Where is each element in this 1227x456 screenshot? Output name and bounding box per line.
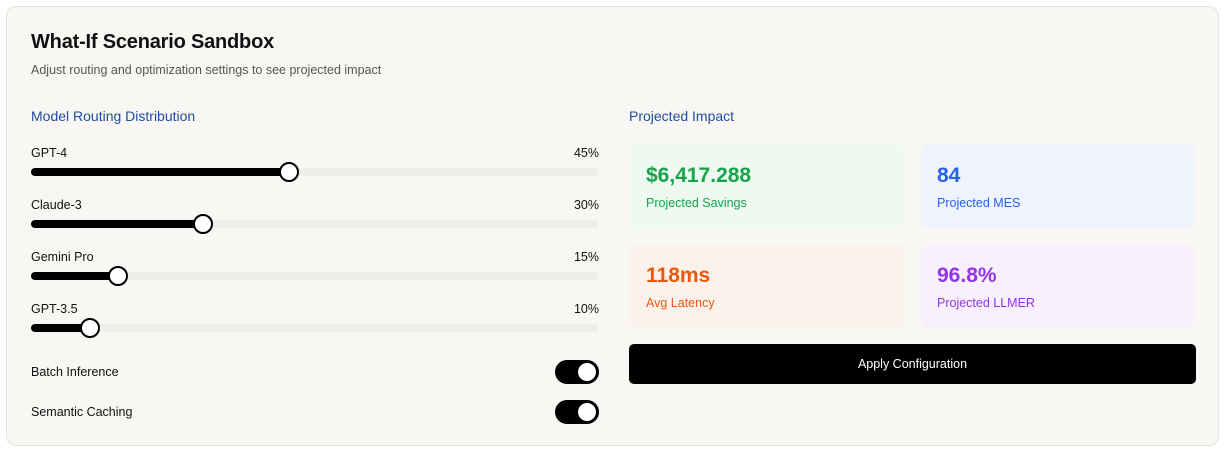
slider-label: GPT-4 bbox=[31, 146, 68, 160]
metric-label: Projected LLMER bbox=[937, 296, 1035, 310]
slider-label: Gemini Pro bbox=[31, 250, 94, 264]
gpt4-slider[interactable] bbox=[31, 162, 599, 182]
slider-row-gpt35: GPT-3.5 10% bbox=[31, 302, 599, 342]
metric-value: 84 bbox=[937, 164, 961, 187]
slider-value: 45% bbox=[573, 146, 599, 160]
toggle-knob bbox=[578, 363, 596, 381]
claude3-slider[interactable] bbox=[31, 214, 599, 234]
slider-thumb[interactable] bbox=[108, 266, 128, 286]
impact-section-title: Projected Impact bbox=[629, 108, 735, 124]
batch-inference-row: Batch Inference bbox=[31, 360, 599, 386]
slider-row-gpt4: GPT-4 45% bbox=[31, 146, 599, 186]
slider-value: 15% bbox=[573, 250, 599, 264]
scenario-sandbox-card: What-If Scenario Sandbox Adjust routing … bbox=[6, 6, 1219, 446]
gemini-pro-slider[interactable] bbox=[31, 266, 599, 286]
metric-label: Projected Savings bbox=[646, 196, 747, 210]
projected-llmer-card: 96.8% Projected LLMER bbox=[921, 244, 1195, 328]
semantic-caching-toggle[interactable] bbox=[555, 400, 599, 424]
projected-savings-card: $6,417.288 Projected Savings bbox=[630, 144, 904, 228]
slider-thumb[interactable] bbox=[279, 162, 299, 182]
slider-row-gemini-pro: Gemini Pro 15% bbox=[31, 250, 599, 290]
page-title: What-If Scenario Sandbox bbox=[31, 31, 275, 53]
batch-inference-toggle[interactable] bbox=[555, 360, 599, 384]
slider-fill bbox=[31, 168, 289, 176]
metric-label: Avg Latency bbox=[646, 296, 715, 310]
apply-configuration-button[interactable]: Apply Configuration bbox=[629, 344, 1196, 384]
toggle-label: Batch Inference bbox=[31, 365, 119, 379]
semantic-caching-row: Semantic Caching bbox=[31, 400, 599, 426]
metric-value: 118ms bbox=[646, 264, 711, 287]
gpt35-slider[interactable] bbox=[31, 318, 599, 338]
slider-label: GPT-3.5 bbox=[31, 302, 78, 316]
slider-thumb[interactable] bbox=[193, 214, 213, 234]
metric-value: 96.8% bbox=[937, 264, 997, 287]
slider-fill bbox=[31, 272, 118, 280]
slider-row-claude3: Claude-3 30% bbox=[31, 198, 599, 238]
slider-value: 30% bbox=[573, 198, 599, 212]
slider-value: 10% bbox=[573, 302, 599, 316]
page-subtitle: Adjust routing and optimization settings… bbox=[31, 63, 382, 77]
toggle-knob bbox=[578, 403, 596, 421]
routing-section-title: Model Routing Distribution bbox=[31, 108, 196, 124]
metric-value: $6,417.288 bbox=[646, 164, 752, 187]
slider-fill bbox=[31, 324, 90, 332]
toggle-label: Semantic Caching bbox=[31, 405, 133, 419]
avg-latency-card: 118ms Avg Latency bbox=[630, 244, 904, 328]
slider-fill bbox=[31, 220, 203, 228]
slider-thumb[interactable] bbox=[80, 318, 100, 338]
metric-label: Projected MES bbox=[937, 196, 1021, 210]
projected-mes-card: 84 Projected MES bbox=[921, 144, 1195, 228]
slider-label: Claude-3 bbox=[31, 198, 82, 212]
